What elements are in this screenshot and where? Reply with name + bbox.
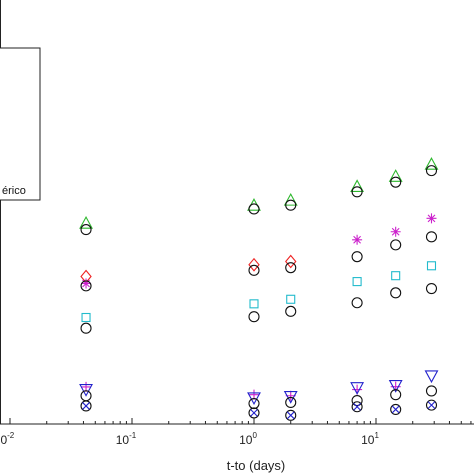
data-point-s3-2 [390, 226, 401, 237]
data-point-s10-1 [248, 407, 260, 419]
x-axis-label: t-to (days) [227, 458, 286, 473]
data-point-s1-0 [80, 224, 92, 236]
data-point-s4-4 [390, 239, 402, 251]
data-point-s4-2 [285, 262, 297, 274]
data-point-s8-4 [388, 380, 403, 393]
data-point-s0-2 [283, 192, 298, 206]
data-point-s5-5 [426, 261, 437, 271]
data-point-s1-5 [425, 165, 438, 177]
data-point-s9-2 [285, 396, 297, 409]
data-point-s6-5 [425, 283, 438, 295]
data-point-s0-4 [388, 169, 403, 182]
data-point-s1-2 [285, 199, 297, 211]
data-point-s3-1 [352, 234, 363, 245]
legend-box [0, 47, 41, 201]
data-point-s2-2 [285, 254, 297, 269]
data-point-s10-3 [351, 401, 363, 413]
data-point-s4-3 [351, 251, 363, 263]
data-point-s2-1 [248, 257, 260, 272]
data-point-s6-0 [80, 322, 92, 334]
legend-entry-label: érico [2, 185, 26, 197]
data-point-s1-1 [248, 203, 260, 215]
data-point-s4-5 [425, 231, 438, 243]
data-point-s5-4 [391, 271, 401, 281]
data-point-s1-3 [351, 186, 363, 198]
data-point-s0-3 [350, 179, 365, 192]
data-point-s1-4 [390, 176, 402, 188]
data-point-s4-0 [80, 280, 92, 292]
data-point-s9-3 [351, 395, 363, 407]
data-point-s3-3 [426, 213, 437, 224]
data-point-s4-1 [248, 264, 260, 276]
data-point-s3-0 [81, 278, 92, 289]
data-point-s9-4 [390, 389, 402, 401]
data-point-s10-5 [425, 399, 438, 411]
data-point-s6-3 [351, 297, 363, 309]
data-point-s0-0 [79, 216, 93, 229]
data-point-s6-2 [285, 305, 297, 317]
x-tick-label-3: 101 [361, 431, 379, 447]
plot-area-frame [0, 0, 474, 425]
legend: érico [0, 47, 41, 201]
data-marks [79, 157, 439, 421]
x-tick-label-1: 10-1 [116, 431, 137, 447]
data-point-s6-1 [248, 311, 260, 323]
data-point-s8-0 [79, 384, 93, 397]
data-point-s6-4 [390, 287, 402, 299]
data-point-s0-5 [424, 157, 439, 170]
x-tick-label-0: 10-2 [0, 431, 15, 447]
data-point-s8-2 [283, 391, 298, 404]
data-point-s10-2 [285, 409, 297, 421]
data-point-s5-3 [352, 277, 362, 287]
data-point-s8-1 [247, 392, 261, 406]
data-point-s9-1 [248, 397, 260, 410]
data-point-s10-4 [390, 403, 402, 415]
data-point-s5-1 [249, 299, 259, 309]
x-tick-label-2: 100 [239, 431, 257, 447]
data-point-s8-3 [350, 382, 365, 395]
data-point-s8-5 [424, 370, 439, 384]
data-point-s10-0 [80, 400, 92, 412]
data-point-s5-0 [81, 312, 91, 323]
data-point-s9-5 [425, 385, 438, 397]
data-point-s5-2 [286, 294, 296, 304]
x-axis-ticks: 10-2 10-1 100 101 [0, 418, 472, 447]
